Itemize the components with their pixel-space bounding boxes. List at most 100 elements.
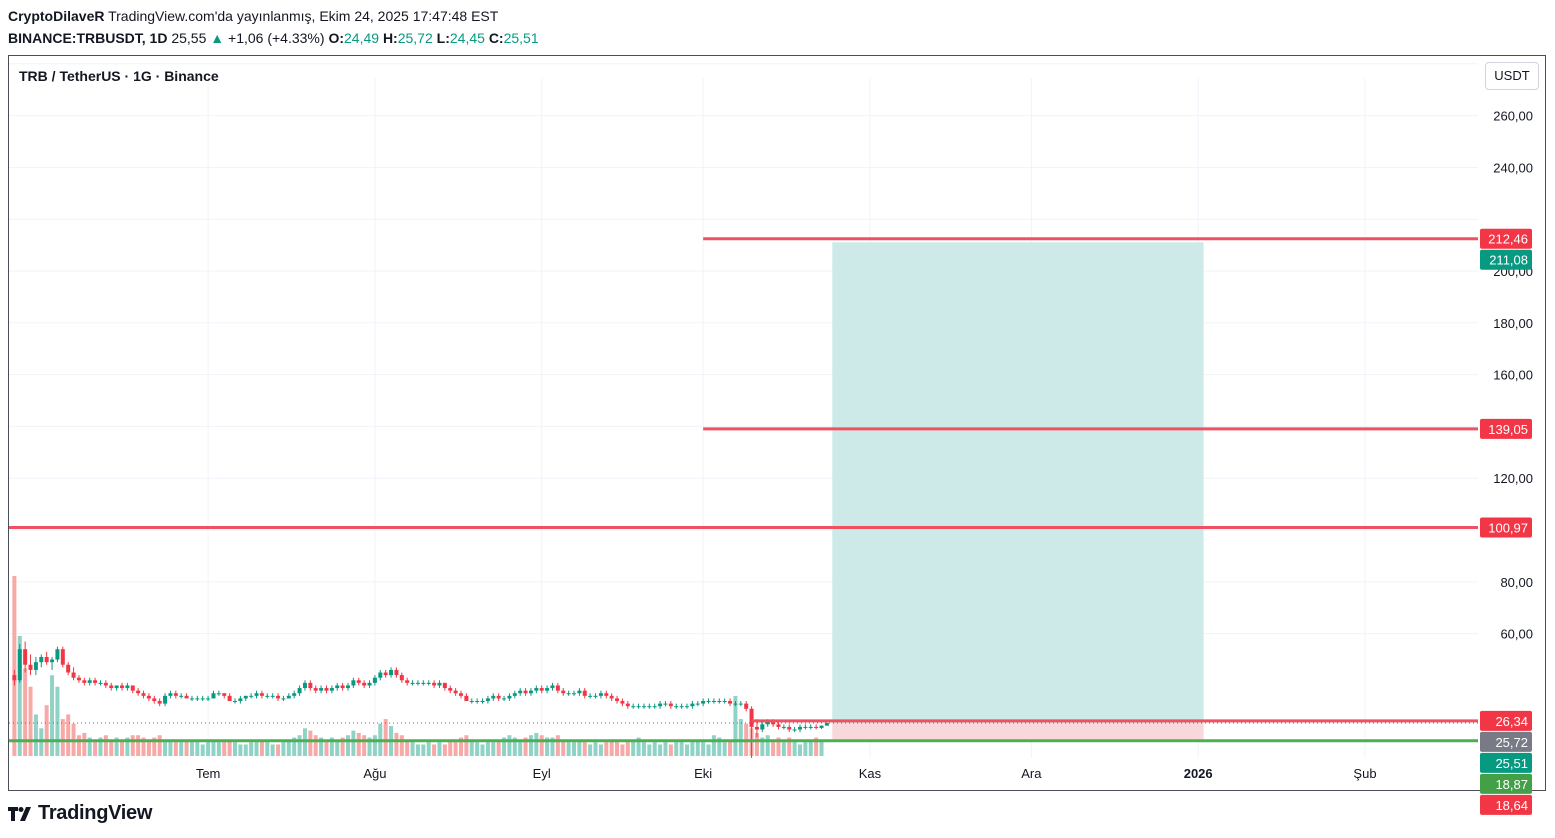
candle-body xyxy=(362,682,367,686)
candle-body xyxy=(87,680,92,683)
volume-bar xyxy=(754,732,759,756)
candle-body xyxy=(545,688,550,691)
candle-body xyxy=(668,703,673,707)
volume-bars xyxy=(12,576,824,756)
candle-body xyxy=(356,680,361,683)
volume-bar xyxy=(792,739,797,756)
volume-bar xyxy=(674,742,679,756)
volume-bar xyxy=(426,742,431,756)
x-tick-label: Tem xyxy=(196,766,221,781)
candle-body xyxy=(410,682,415,684)
candle-body xyxy=(819,725,824,728)
volume-bar xyxy=(157,735,162,756)
candle-body xyxy=(367,682,372,686)
volume-bar xyxy=(803,742,808,756)
candle-body xyxy=(582,690,587,696)
volume-bar xyxy=(771,739,776,756)
volume-bar xyxy=(593,742,598,756)
candle-body xyxy=(346,685,350,689)
volume-bar xyxy=(130,735,135,756)
price-tag xyxy=(1480,418,1532,439)
volume-bar xyxy=(717,737,722,756)
volume-bar xyxy=(604,742,609,756)
candle-body xyxy=(216,693,221,695)
price-tag xyxy=(1480,752,1532,773)
volume-bar xyxy=(125,737,130,756)
candle-body xyxy=(146,695,151,699)
candle-body xyxy=(798,726,802,730)
price-tag xyxy=(1480,773,1532,794)
candle-body xyxy=(534,688,539,691)
volume-bar xyxy=(109,739,114,756)
candle-body xyxy=(502,698,507,700)
candle-body xyxy=(749,708,754,727)
candle-body xyxy=(399,675,404,681)
volume-bar xyxy=(728,739,733,756)
chart-frame xyxy=(8,55,1546,791)
volume-bar xyxy=(518,739,523,756)
volume-bar xyxy=(195,742,200,756)
volume-bar xyxy=(238,744,243,756)
candle-body xyxy=(421,682,426,684)
volume-bar xyxy=(615,742,620,756)
volume-bar xyxy=(211,739,216,756)
price-tag xyxy=(1480,794,1532,815)
volume-bar xyxy=(141,737,146,756)
price-tag-label: 18,64 xyxy=(1495,798,1528,813)
candle-body xyxy=(372,677,377,683)
volume-bar xyxy=(432,744,437,756)
candle-body xyxy=(690,703,695,707)
volume-bar xyxy=(23,668,28,756)
candle-body xyxy=(17,649,22,681)
volume-bar xyxy=(582,742,587,756)
candle-body xyxy=(152,698,157,702)
candle-body xyxy=(189,698,194,700)
candle-body xyxy=(598,693,603,696)
volume-bar xyxy=(577,739,582,756)
candle-body xyxy=(103,682,108,686)
candle-body xyxy=(588,695,593,697)
volume-bar xyxy=(12,576,17,756)
volume-bar xyxy=(87,737,92,756)
volume-bar xyxy=(340,737,345,756)
volume-bar xyxy=(163,739,168,756)
volume-bar xyxy=(528,735,533,756)
candle-body xyxy=(23,649,28,665)
volume-bar xyxy=(448,742,453,756)
candle-body xyxy=(625,703,630,707)
candle-body xyxy=(233,701,237,703)
candle-body xyxy=(50,659,55,663)
candles xyxy=(12,641,829,758)
candle-body xyxy=(206,698,211,700)
volume-bar xyxy=(798,744,802,756)
volume-bar xyxy=(545,737,550,756)
candle-body xyxy=(302,682,307,689)
candle-body xyxy=(728,701,733,704)
price-tag xyxy=(1480,710,1532,731)
y-tick-label: 120,00 xyxy=(1493,471,1533,486)
volume-bar xyxy=(292,737,297,756)
candle-body xyxy=(647,706,652,708)
candle-body xyxy=(475,701,480,703)
volume-bar xyxy=(146,739,151,756)
volume-bar xyxy=(722,742,727,756)
volume-bar xyxy=(442,744,447,756)
open-label: O: xyxy=(328,30,344,46)
author-name[interactable]: CryptoDilaveR xyxy=(8,8,105,24)
tradingview-logo[interactable]: TradingView xyxy=(8,802,152,827)
price-tag-label: 26,34 xyxy=(1495,714,1528,729)
candle-body xyxy=(319,688,324,691)
volume-bar xyxy=(808,739,813,756)
candle-body xyxy=(679,706,684,708)
candle-body xyxy=(674,706,679,708)
candle-body xyxy=(340,685,345,689)
currency-button[interactable]: USDT xyxy=(1485,62,1539,90)
volume-bar xyxy=(98,737,103,756)
volume-bar xyxy=(690,742,695,756)
candle-body xyxy=(615,698,620,702)
candle-body xyxy=(168,693,173,696)
ohlc-line: BINANCE:TRBUSDT, 1D 25,55 ▲ +1,06 (+4.33… xyxy=(8,30,539,46)
candle-body xyxy=(480,701,485,703)
candle-body xyxy=(593,695,598,697)
